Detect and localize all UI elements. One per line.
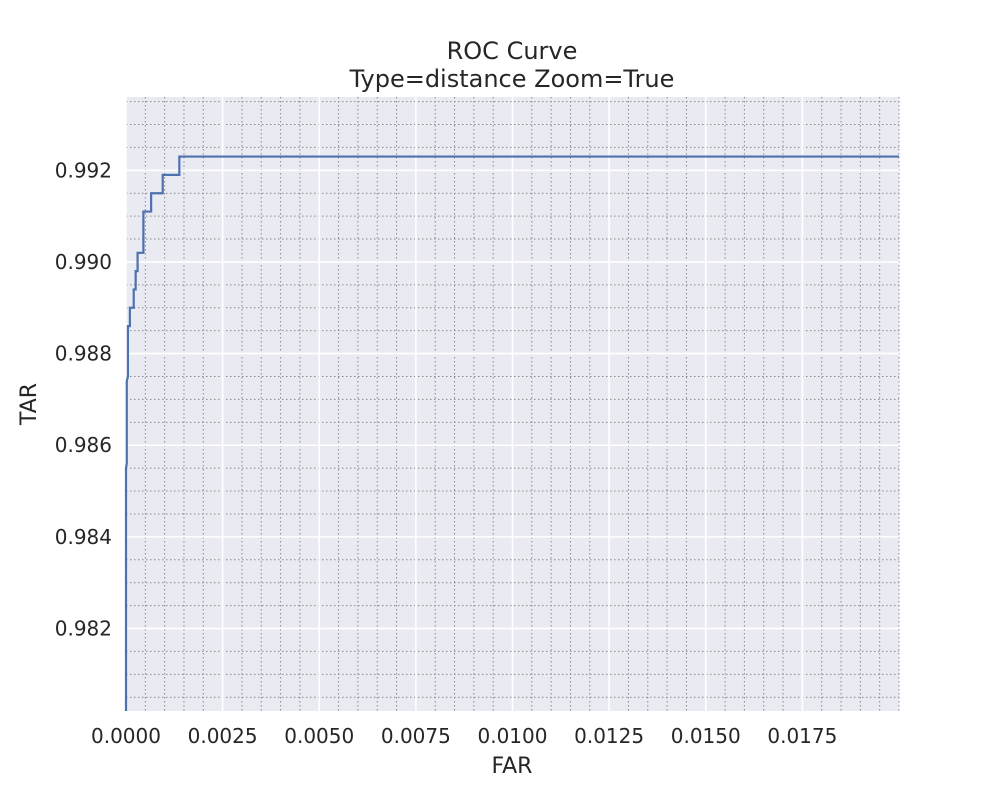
y-tick-label: 0.988 (55, 342, 112, 366)
x-axis-ticks: 0.0000 0.0025 0.0050 0.0075 0.0100 0.0125 0.01… (91, 724, 837, 748)
chart-subtitle: Type=distance Zoom=True (349, 65, 675, 93)
y-tick-label: 0.986 (55, 433, 112, 457)
x-tick-label: 0.0125 (574, 724, 644, 748)
series-layer (124, 155, 899, 711)
x-tick-label: 0.0025 (188, 724, 258, 748)
x-tick-label: 0.0100 (478, 724, 548, 748)
y-tick-label: 0.984 (55, 525, 112, 549)
x-axis-label: FAR (492, 754, 533, 779)
y-axis-ticks: 0.982 0.984 0.986 0.988 0.990 0.992 (55, 158, 112, 640)
chart-title: ROC Curve (447, 37, 578, 65)
x-tick-label: 0.0150 (671, 724, 741, 748)
y-axis-label: TAR (17, 383, 42, 426)
y-tick-label: 0.992 (55, 158, 112, 182)
x-tick-label: 0.0000 (91, 724, 161, 748)
x-tick-label: 0.0075 (381, 724, 451, 748)
x-tick-label: 0.0050 (284, 724, 354, 748)
roc-series-line (124, 155, 899, 711)
x-tick-label: 0.0175 (767, 724, 837, 748)
y-tick-label: 0.990 (55, 250, 112, 274)
y-tick-label: 0.982 (55, 617, 112, 641)
